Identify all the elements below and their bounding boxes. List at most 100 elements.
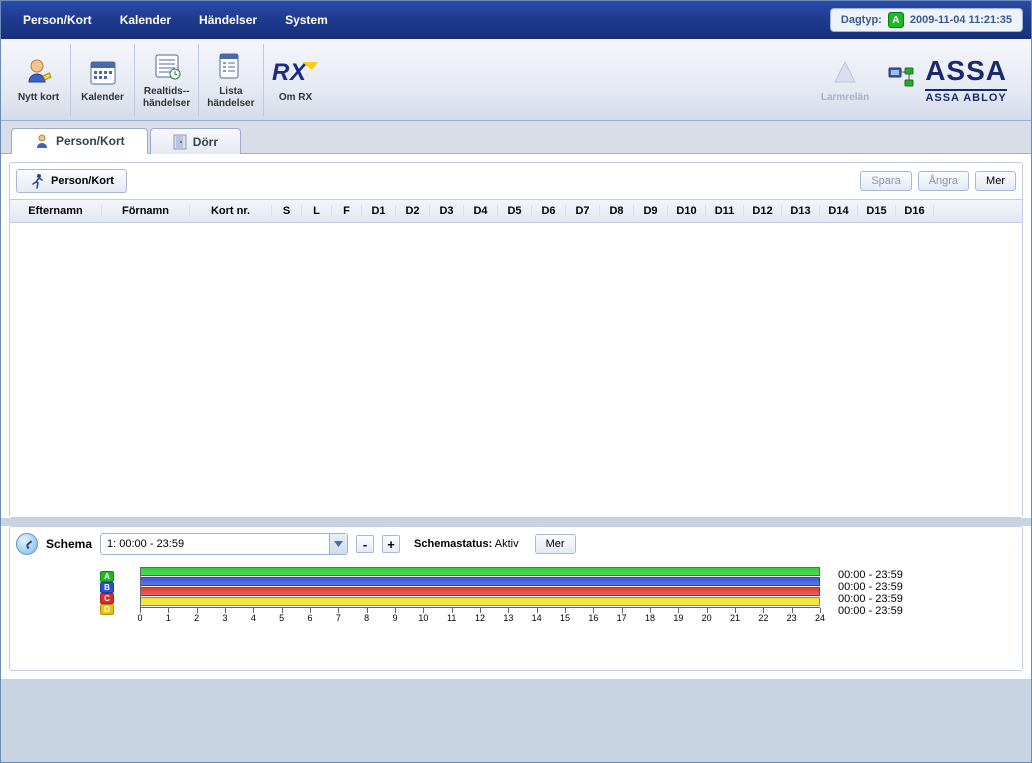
schema-more-button[interactable]: Mer xyxy=(535,534,576,554)
axis-tick-label: 15 xyxy=(560,613,570,623)
person-panel-title-chip: Person/Kort xyxy=(16,169,127,193)
menu-handelser[interactable]: Händelser xyxy=(185,9,271,31)
undo-button[interactable]: Ångra xyxy=(918,171,969,191)
toolbar-label: Larmrelän xyxy=(821,92,869,104)
column-header[interactable]: L xyxy=(302,205,332,217)
schema-plus-button[interactable]: + xyxy=(382,535,400,553)
schema-bars xyxy=(140,567,820,608)
save-button[interactable]: Spara xyxy=(860,171,911,191)
running-person-icon xyxy=(29,173,45,189)
axis-tick-label: 23 xyxy=(787,613,797,623)
column-header[interactable]: D15 xyxy=(858,205,896,217)
column-header[interactable]: D16 xyxy=(896,205,934,217)
schema-select-dropdown[interactable] xyxy=(329,534,347,554)
brand-sub: ASSA ABLOY xyxy=(925,89,1007,104)
toolbar-label: Kalender xyxy=(81,92,124,104)
column-header[interactable]: Efternamn xyxy=(10,205,102,217)
axis-tick-label: 4 xyxy=(251,613,256,623)
axis-tick-label: 8 xyxy=(364,613,369,623)
schema-row-label: B xyxy=(100,582,114,593)
axis-tick-label: 5 xyxy=(279,613,284,623)
grid-header: EfternamnFörnamnKort nr.SLFD1D2D3D4D5D6D… xyxy=(10,199,1022,223)
axis-tick-label: 0 xyxy=(137,613,142,623)
axis-tick-label: 17 xyxy=(617,613,627,623)
toolbar-label: Nytt kort xyxy=(18,92,59,104)
toolbar-kalender[interactable]: Kalender xyxy=(71,44,135,116)
schema-time-text: 00:00 - 23:59 xyxy=(838,593,903,605)
column-header[interactable]: D7 xyxy=(566,205,600,217)
schema-bar xyxy=(141,577,820,586)
status-datetime-box: Dagtyp: A 2009-11-04 11:21:35 xyxy=(830,8,1023,32)
toolbar-label: Realtids-- händelser xyxy=(143,86,190,110)
column-header[interactable]: D3 xyxy=(430,205,464,217)
toolbar-network[interactable] xyxy=(877,44,925,116)
person-card-icon xyxy=(23,56,55,88)
axis-tick-label: 9 xyxy=(392,613,397,623)
schema-minus-button[interactable]: - xyxy=(356,535,374,553)
menu-kalender[interactable]: Kalender xyxy=(106,9,185,31)
schema-status-value: Aktiv xyxy=(495,538,519,550)
axis-tick-label: 10 xyxy=(418,613,428,623)
column-header[interactable]: D13 xyxy=(782,205,820,217)
schema-select-input[interactable] xyxy=(101,538,329,550)
datetime-text: 2009-11-04 11:21:35 xyxy=(910,14,1012,26)
column-header[interactable]: D1 xyxy=(362,205,396,217)
more-button[interactable]: Mer xyxy=(975,171,1016,191)
schema-axis: 0123456789101112131415161718192021222324 xyxy=(140,608,820,624)
menu-system[interactable]: System xyxy=(271,9,342,31)
schema-row-label: D xyxy=(100,604,114,615)
schema-bar xyxy=(141,587,820,596)
toolbar-label: Lista händelser xyxy=(207,86,254,110)
column-header[interactable]: Förnamn xyxy=(102,205,190,217)
column-header[interactable]: D10 xyxy=(668,205,706,217)
axis-tick-label: 12 xyxy=(475,613,485,623)
toolbar-larmrelan: Larmrelän xyxy=(813,44,877,116)
content-area: Person/Kort Spara Ångra Mer EfternamnFör… xyxy=(1,154,1031,679)
schema-select[interactable] xyxy=(100,533,348,555)
column-header[interactable]: D12 xyxy=(744,205,782,217)
axis-tick-label: 11 xyxy=(447,613,456,623)
grid-body[interactable] xyxy=(10,223,1022,517)
schema-time-labels: 00:00 - 23:5900:00 - 23:5900:00 - 23:590… xyxy=(838,567,903,624)
schema-row-label: C xyxy=(100,593,114,604)
column-header[interactable]: S xyxy=(272,205,302,217)
column-header[interactable]: D5 xyxy=(498,205,532,217)
column-header[interactable]: D8 xyxy=(600,205,634,217)
chevron-down-icon xyxy=(334,541,343,547)
tab-dorr[interactable]: Dörr xyxy=(150,128,241,154)
tab-person-kort[interactable]: Person/Kort xyxy=(11,128,148,154)
tab-bar: Person/Kort Dörr xyxy=(1,121,1031,154)
network-icon xyxy=(885,62,917,94)
menu-person-kort[interactable]: Person/Kort xyxy=(9,9,106,31)
brand-logo: ASSA ASSA ABLOY xyxy=(925,55,1025,104)
column-header[interactable]: D2 xyxy=(396,205,430,217)
toolbar-nytt-kort[interactable]: Nytt kort xyxy=(7,44,71,116)
tab-label: Dörr xyxy=(193,135,218,149)
axis-tick-label: 13 xyxy=(503,613,513,623)
schema-row-label: A xyxy=(100,571,114,582)
toolbar-om-rx[interactable]: R X Om RX xyxy=(264,44,328,116)
axis-tick-label: 3 xyxy=(222,613,227,623)
column-header[interactable]: D14 xyxy=(820,205,858,217)
axis-tick-label: 18 xyxy=(645,613,655,623)
column-header[interactable]: F xyxy=(332,205,362,217)
dagtyp-label: Dagtyp: xyxy=(841,14,882,26)
schema-chart-body: 0123456789101112131415161718192021222324 xyxy=(140,567,820,624)
column-header[interactable]: D9 xyxy=(634,205,668,217)
axis-tick-label: 16 xyxy=(588,613,598,623)
axis-tick-label: 22 xyxy=(758,613,768,623)
column-header[interactable]: D4 xyxy=(464,205,498,217)
column-header[interactable]: D11 xyxy=(706,205,744,217)
column-header[interactable]: Kort nr. xyxy=(190,205,272,217)
schema-time-text: 00:00 - 23:59 xyxy=(838,581,903,593)
schema-header: Schema - + Schemastatus: Aktiv Mer xyxy=(10,527,1022,561)
person-panel-header: Person/Kort Spara Ångra Mer xyxy=(10,163,1022,199)
door-icon xyxy=(173,134,187,150)
toolbar-lista[interactable]: Lista händelser xyxy=(199,44,263,116)
toolbar: Nytt kort Kalender Realtids-- händelser … xyxy=(1,39,1031,121)
tab-label: Person/Kort xyxy=(56,134,125,148)
column-header[interactable]: D6 xyxy=(532,205,566,217)
rx-logo-icon: R X xyxy=(272,56,320,88)
person-icon xyxy=(34,133,50,149)
toolbar-realtids[interactable]: Realtids-- händelser xyxy=(135,44,199,116)
